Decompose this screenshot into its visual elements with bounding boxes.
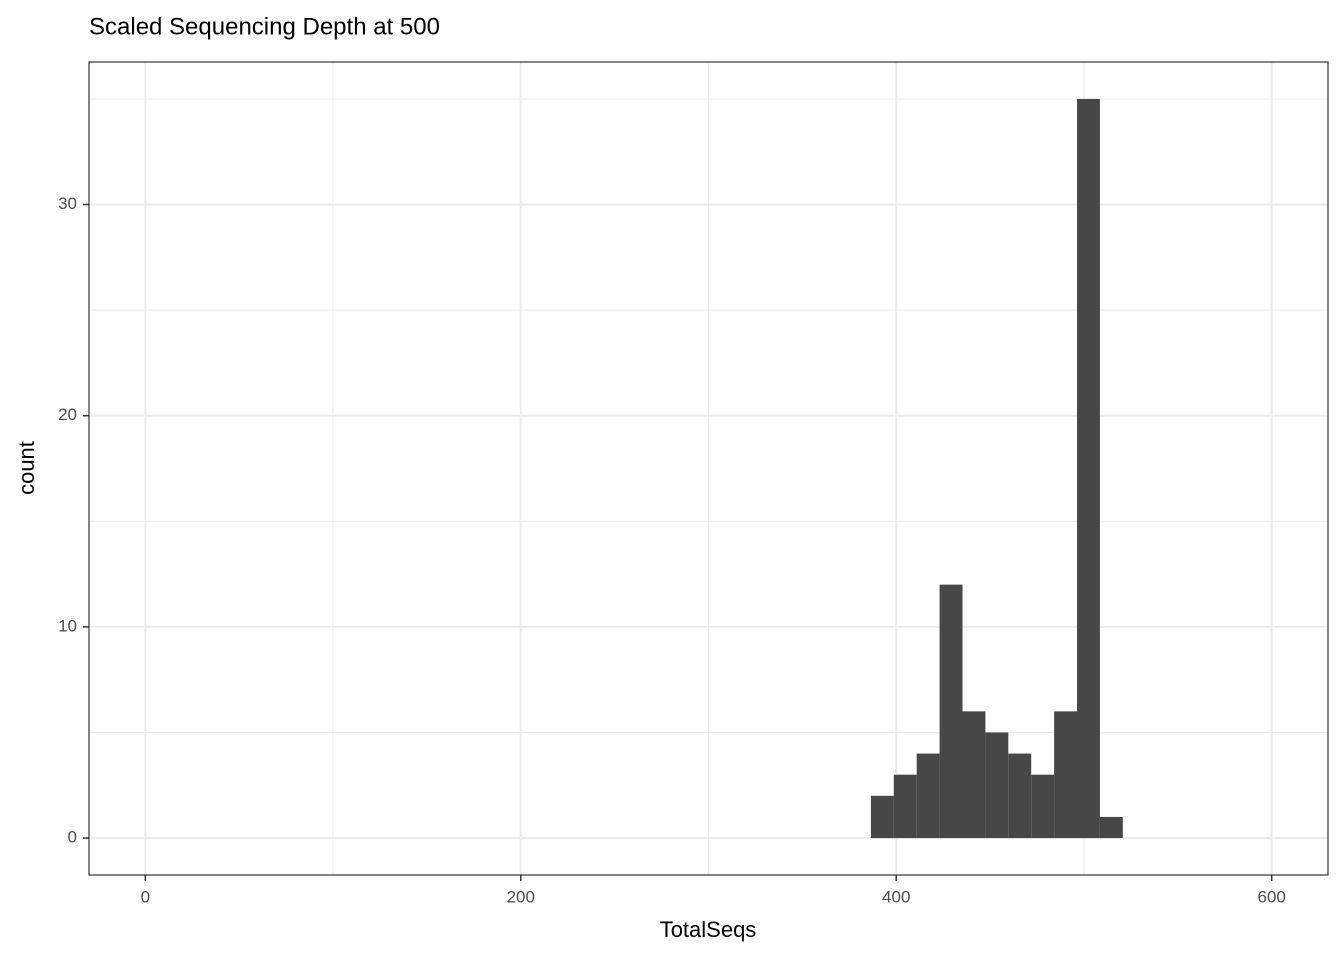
y-axis-title: count: [14, 441, 39, 495]
bar: [870, 795, 894, 839]
bar: [1008, 753, 1032, 839]
x-axis-title: TotalSeqs: [660, 917, 757, 942]
bar: [893, 774, 917, 839]
x-tick-label: 400: [882, 887, 910, 906]
x-tick-label: 600: [1257, 887, 1285, 906]
chart-title: Scaled Sequencing Depth at 500: [89, 13, 440, 40]
x-tick-label: 200: [507, 887, 535, 906]
bar: [1031, 774, 1055, 839]
bar: [1077, 98, 1100, 839]
panel-border: [88, 61, 1329, 876]
y-tick-label: 0: [68, 828, 77, 847]
x-tick-label: 0: [141, 887, 150, 906]
y-tick-label: 10: [58, 616, 77, 635]
y-tick-label: 20: [58, 405, 77, 424]
bar: [985, 732, 1009, 839]
bar: [916, 753, 940, 839]
bar: [1054, 711, 1078, 839]
y-tick-label: 30: [58, 194, 77, 213]
bar: [939, 584, 963, 839]
bar: [962, 711, 986, 839]
bar: [1099, 816, 1123, 839]
